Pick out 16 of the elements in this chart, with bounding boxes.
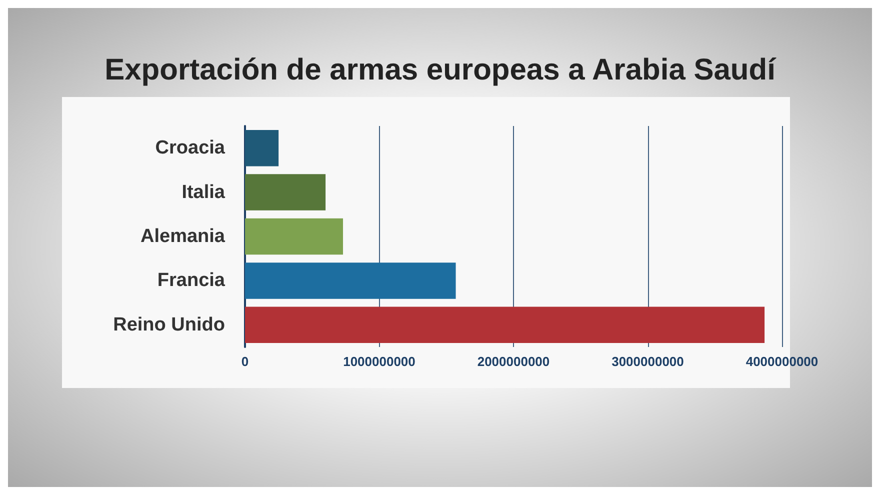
bar xyxy=(245,174,326,210)
x-tick-label: 0 xyxy=(241,354,249,369)
bar xyxy=(245,130,279,166)
y-tick-label: Italia xyxy=(182,182,226,203)
bar xyxy=(245,218,344,255)
y-tick-label: Croacia xyxy=(155,138,226,159)
chart-title: Exportación de armas europeas a Arabia Saudí xyxy=(104,54,778,86)
x-tick-label: 2000000000 xyxy=(477,354,550,369)
bar xyxy=(245,306,765,344)
x-tick-label: 1000000000 xyxy=(343,354,416,369)
y-tick-label: Alemania xyxy=(140,226,226,247)
y-tick-label: Francia xyxy=(157,270,226,292)
x-tick-label: 3000000000 xyxy=(612,354,684,369)
x-tick-label: 4000000000 xyxy=(746,354,818,369)
y-tick-label: Reino Unido xyxy=(113,314,225,336)
bar xyxy=(245,262,456,299)
